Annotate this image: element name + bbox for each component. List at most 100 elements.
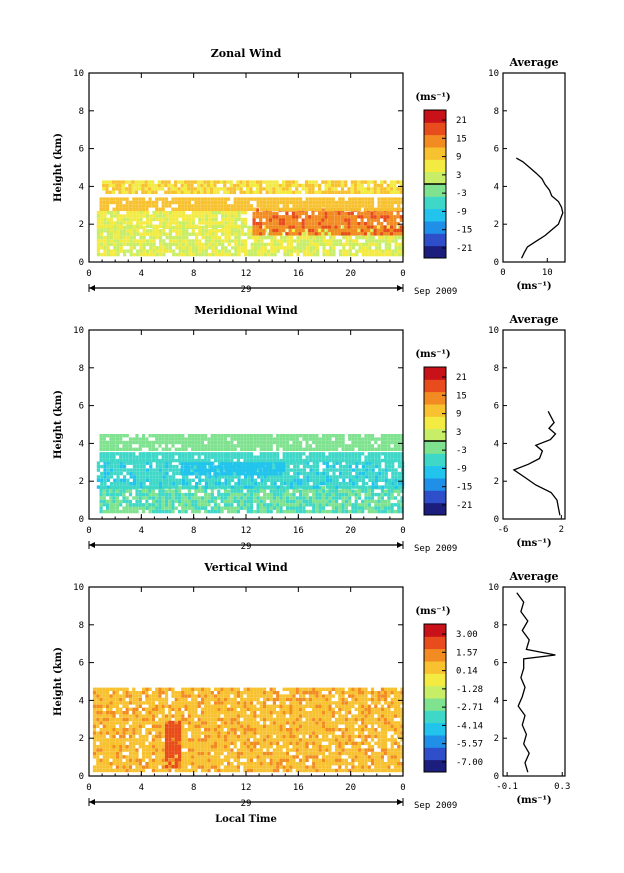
heatmap-cell: [247, 249, 251, 253]
date-axis-arrow: [89, 542, 95, 548]
heatmap-cell: [268, 472, 273, 476]
heatmap-cell: [151, 748, 155, 752]
heatmap-cell: [109, 197, 113, 201]
heatmap-cell: [207, 496, 211, 500]
heatmap-cell: [318, 492, 322, 497]
heatmap-cell: [279, 440, 283, 445]
heatmap-cell: [106, 721, 110, 725]
heatmap-cell: [115, 503, 119, 507]
heatmap-cell: [348, 475, 352, 479]
heatmap-cell: [217, 200, 221, 205]
heatmap-cell: [191, 503, 195, 507]
heatmap-cell: [204, 714, 208, 718]
heatmap-cell: [393, 440, 397, 445]
heatmap-cell: [394, 235, 398, 240]
heatmap-cell: [295, 211, 299, 216]
heatmap-cell: [334, 183, 338, 188]
heatmap-cell: [164, 204, 169, 208]
heatmap-cell: [102, 714, 106, 718]
heatmap-cell: [311, 190, 315, 194]
heatmap-cell: [158, 717, 162, 722]
heatmap-cell: [219, 472, 223, 476]
heatmap-cell: [223, 434, 227, 438]
heatmap-cell: [364, 447, 368, 451]
heatmap-cell: [237, 229, 241, 233]
heatmap-cell: [378, 471, 382, 476]
heatmap-cell: [187, 207, 191, 211]
heatmap-cell: [138, 440, 142, 445]
heatmap-cell: [136, 214, 140, 218]
heatmap-cell: [227, 217, 231, 222]
heatmap-cell: [109, 714, 113, 718]
heatmap-cell: [132, 755, 136, 759]
heatmap-cell: [174, 180, 178, 184]
heatmap-cell: [119, 748, 123, 752]
heatmap-cell: [122, 207, 126, 211]
heatmap-cell: [139, 242, 143, 247]
heatmap-cell: [247, 225, 251, 230]
heatmap-cell: [227, 434, 231, 438]
heatmap-cell: [335, 452, 339, 456]
heatmap-cell: [341, 204, 345, 208]
heatmap-cell: [367, 458, 371, 463]
heatmap-cell: [236, 180, 240, 184]
heatmap-cell: [158, 437, 162, 441]
heatmap-cell: [246, 509, 250, 514]
heatmap-cell: [340, 218, 345, 222]
heatmap-cell: [328, 437, 332, 441]
heatmap-cell: [217, 252, 222, 257]
heatmap-cell: [135, 728, 139, 732]
heatmap-cell: [181, 745, 185, 749]
heatmap-cell: [347, 221, 351, 226]
y-axis-label: Height (km): [53, 133, 64, 202]
heatmap-cell: [109, 503, 113, 507]
heatmap-cell: [344, 221, 348, 226]
heatmap-cell: [292, 455, 296, 459]
heatmap-cell: [191, 437, 195, 441]
heatmap-cell: [132, 235, 136, 240]
heatmap-cell: [282, 187, 286, 191]
heatmap-cell: [171, 207, 175, 211]
heatmap-cell: [217, 461, 222, 465]
heatmap-cell: [113, 214, 117, 218]
heatmap-cell: [214, 229, 218, 233]
heatmap-cell: [361, 475, 365, 479]
heatmap-cell: [352, 246, 356, 250]
heatmap-cell: [151, 204, 155, 208]
heatmap-cell: [325, 204, 329, 208]
heatmap-cell: [282, 225, 286, 229]
heatmap-cell: [292, 437, 296, 441]
heatmap-cell: [135, 714, 139, 718]
heatmap-cell: [217, 724, 221, 728]
heatmap-cell: [152, 242, 156, 247]
heatmap-cell: [213, 468, 217, 473]
heatmap-cell: [322, 461, 326, 465]
heatmap-cell: [252, 468, 256, 473]
heatmap-cell: [256, 458, 260, 463]
heatmap-cell: [99, 458, 103, 463]
heatmap-cell: [135, 751, 139, 756]
heatmap-cell: [128, 455, 133, 459]
heatmap-cell: [106, 499, 110, 504]
heatmap-cell: [377, 455, 381, 459]
heatmap-cell: [289, 200, 293, 205]
heatmap-cell: [145, 496, 149, 500]
heatmap-cell: [344, 200, 348, 205]
heatmap-cell: [92, 748, 97, 752]
heatmap-cell: [102, 207, 106, 211]
heatmap-cell: [370, 187, 374, 191]
heatmap-cell: [165, 249, 169, 253]
heatmap-cell: [380, 187, 384, 191]
heatmap-cell: [286, 482, 290, 486]
heatmap-cell: [159, 468, 163, 472]
heatmap-cell: [306, 485, 310, 489]
heatmap-cell: [328, 434, 332, 438]
heatmap-cell: [138, 183, 142, 188]
heatmap-cell: [220, 204, 224, 208]
heatmap-cell: [172, 229, 176, 233]
heatmap-cell: [312, 239, 316, 243]
heatmap-cell: [296, 246, 300, 250]
heatmap-cell: [325, 509, 329, 514]
heatmap-cell: [161, 496, 165, 500]
heatmap-cell: [324, 180, 328, 184]
